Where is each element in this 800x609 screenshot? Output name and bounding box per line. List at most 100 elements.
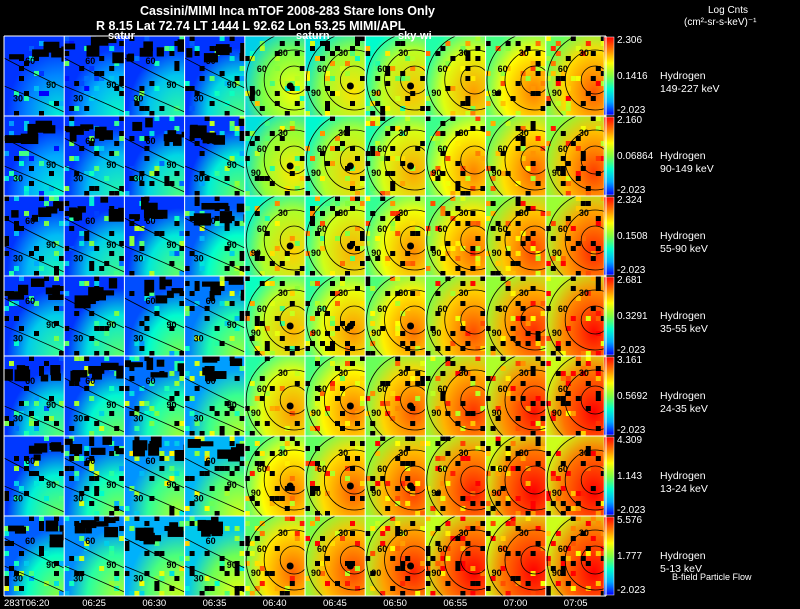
contour-label: 90 (371, 88, 381, 98)
planet-marker (346, 82, 354, 90)
contour-label: 90 (251, 248, 261, 258)
units-title: Log Cnts (708, 5, 749, 16)
image-cell (425, 356, 486, 436)
contour-label: 60 (257, 464, 267, 474)
planet-marker (346, 482, 354, 490)
contour-label: 60 (257, 304, 267, 314)
planet-marker (407, 82, 415, 90)
contour-label: 30 (13, 254, 23, 264)
contour-label: 30 (133, 174, 143, 184)
contour-label: 60 (85, 56, 95, 66)
image-cell (365, 116, 426, 196)
contour-label: 60 (85, 456, 95, 466)
contour-label: 60 (257, 64, 267, 74)
energy-channel-label: Hydrogen 5-13 keV (660, 550, 706, 575)
contour-label: 30 (519, 288, 529, 298)
contour-label: 30 (194, 254, 204, 264)
image-cell (244, 516, 306, 596)
energy-channel-label: Hydrogen 149-227 keV (660, 70, 720, 95)
contour-label: 30 (398, 288, 408, 298)
contour-label: 60 (206, 456, 216, 466)
contour-label: 90 (492, 568, 502, 578)
image-cell (244, 36, 306, 116)
colorbar-cmax-label: 5.576 (617, 515, 643, 526)
contour-label: 60 (437, 464, 447, 474)
contour-label: 90 (46, 400, 56, 410)
image-cell (545, 36, 606, 116)
time-label: 283T06:20 (4, 598, 50, 609)
contour-label: 90 (167, 80, 177, 90)
image-cell (485, 516, 546, 596)
contour-label: 90 (552, 88, 562, 98)
contour-label: 30 (13, 574, 23, 584)
contour-label: 60 (498, 304, 508, 314)
contour-label: 90 (371, 568, 381, 578)
contour-label: 60 (25, 136, 35, 146)
energy-channel-label: Hydrogen 24-35 keV (660, 390, 708, 415)
contour-label: 90 (106, 400, 116, 410)
image-cell (485, 356, 546, 436)
image-cell (485, 36, 546, 116)
contour-label: 30 (398, 528, 408, 538)
contour-label: 60 (206, 376, 216, 386)
planet-marker (286, 82, 294, 90)
contour-label: 90 (552, 248, 562, 258)
contour-label: 60 (206, 536, 216, 546)
colorbar (603, 36, 615, 116)
contour-label: 90 (167, 480, 177, 490)
colorbar-cmin-label: -2.023 (617, 585, 646, 596)
contour-label: 30 (73, 254, 83, 264)
units-text: (cm²-sr-s-keV)⁻¹ (684, 17, 757, 28)
contour-label: 90 (431, 328, 441, 338)
contour-label: 30 (13, 94, 23, 104)
energy-channel-label: Hydrogen 35-55 keV (660, 310, 708, 335)
contour-label: 90 (311, 248, 321, 258)
overlay-label-saturn: saturn (296, 30, 330, 42)
contour-label: 60 (377, 464, 387, 474)
image-cell (4, 276, 65, 356)
colorbar (603, 196, 615, 276)
contour-label: 60 (437, 64, 447, 74)
contour-label: 30 (579, 448, 589, 458)
contour-label: 30 (519, 48, 529, 58)
contour-label: 30 (133, 254, 143, 264)
colorbar-cmid-label: 0.5692 (617, 391, 648, 402)
contour-label: 90 (227, 400, 237, 410)
contour-label: 90 (431, 88, 441, 98)
image-cell (365, 36, 426, 116)
image-cell (545, 516, 606, 596)
image-cell (244, 356, 306, 436)
image-cell (4, 196, 65, 276)
image-cell (184, 516, 245, 596)
contour-label: 90 (552, 488, 562, 498)
colorbar-cmax-label: 2.681 (617, 275, 643, 286)
contour-label: 90 (371, 488, 381, 498)
contour-label: 30 (459, 48, 469, 58)
image-cell (4, 36, 65, 116)
contour-label: 60 (25, 296, 35, 306)
contour-label: 60 (257, 144, 267, 154)
image-cell (4, 436, 65, 516)
contour-label: 90 (227, 320, 237, 330)
contour-label: 30 (278, 128, 288, 138)
image-cell (305, 196, 366, 276)
image-cell (244, 276, 306, 356)
image-cell (4, 516, 65, 596)
contour-label: 30 (519, 208, 529, 218)
contour-label: 30 (338, 288, 348, 298)
contour-label: 60 (317, 544, 327, 554)
contour-label: 90 (46, 80, 56, 90)
contour-label: 90 (46, 160, 56, 170)
contour-label: 30 (278, 288, 288, 298)
contour-label: 60 (437, 544, 447, 554)
contour-label: 30 (398, 48, 408, 58)
footnote: B-field Particle Flow (672, 572, 752, 582)
colorbar-cmax-label: 4.309 (617, 435, 643, 446)
contour-label: 60 (145, 376, 155, 386)
contour-label: 60 (437, 384, 447, 394)
contour-label: 30 (338, 368, 348, 378)
planet-marker (407, 402, 415, 410)
image-cell (485, 116, 546, 196)
image-cell (64, 116, 125, 196)
planet-marker (286, 562, 294, 570)
